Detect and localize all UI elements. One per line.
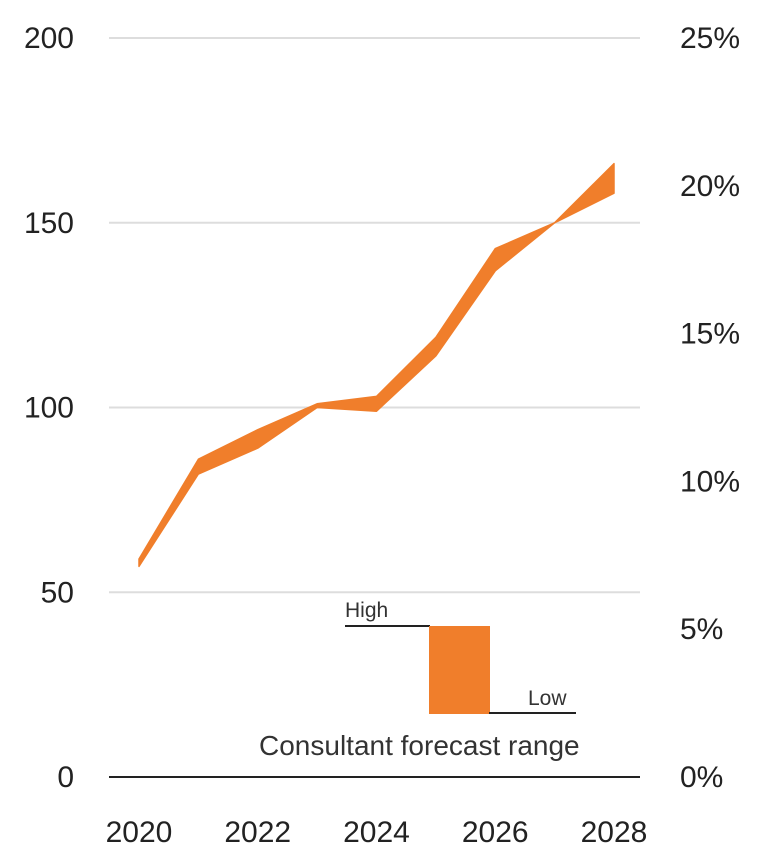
x-axis-ticks: 2020 2022 2024 2026 2028 <box>106 816 648 849</box>
x-tick-label: 2020 <box>106 816 173 849</box>
gridlines <box>109 37 640 594</box>
right-tick-label: 10% <box>680 465 740 498</box>
legend: High Low Consultant forecast range <box>259 599 580 761</box>
left-tick-label: 150 <box>24 207 74 240</box>
right-tick-label: 5% <box>680 613 723 646</box>
left-tick-label: 0 <box>57 761 74 794</box>
forecast-band <box>138 162 615 568</box>
legend-high-label: High <box>345 599 388 622</box>
left-tick-label: 200 <box>24 22 74 55</box>
forecast-range-band <box>138 162 615 568</box>
legend-caption: Consultant forecast range <box>259 730 580 761</box>
x-tick-label: 2028 <box>581 816 648 849</box>
legend-range-swatch <box>429 626 490 714</box>
left-tick-label: 100 <box>24 392 74 425</box>
right-tick-label: 15% <box>680 318 740 351</box>
right-tick-label: 25% <box>680 22 740 55</box>
x-tick-label: 2022 <box>224 816 291 849</box>
right-tick-label: 0% <box>680 761 723 794</box>
x-tick-label: 2024 <box>343 816 410 849</box>
left-tick-label: 50 <box>41 576 74 609</box>
right-axis-ticks: 0% 5% 10% 15% 20% 25% <box>680 22 740 794</box>
x-tick-label: 2026 <box>462 816 529 849</box>
right-tick-label: 20% <box>680 170 740 203</box>
legend-low-label: Low <box>528 687 567 710</box>
left-axis-ticks: 0 50 100 150 200 <box>24 22 74 794</box>
